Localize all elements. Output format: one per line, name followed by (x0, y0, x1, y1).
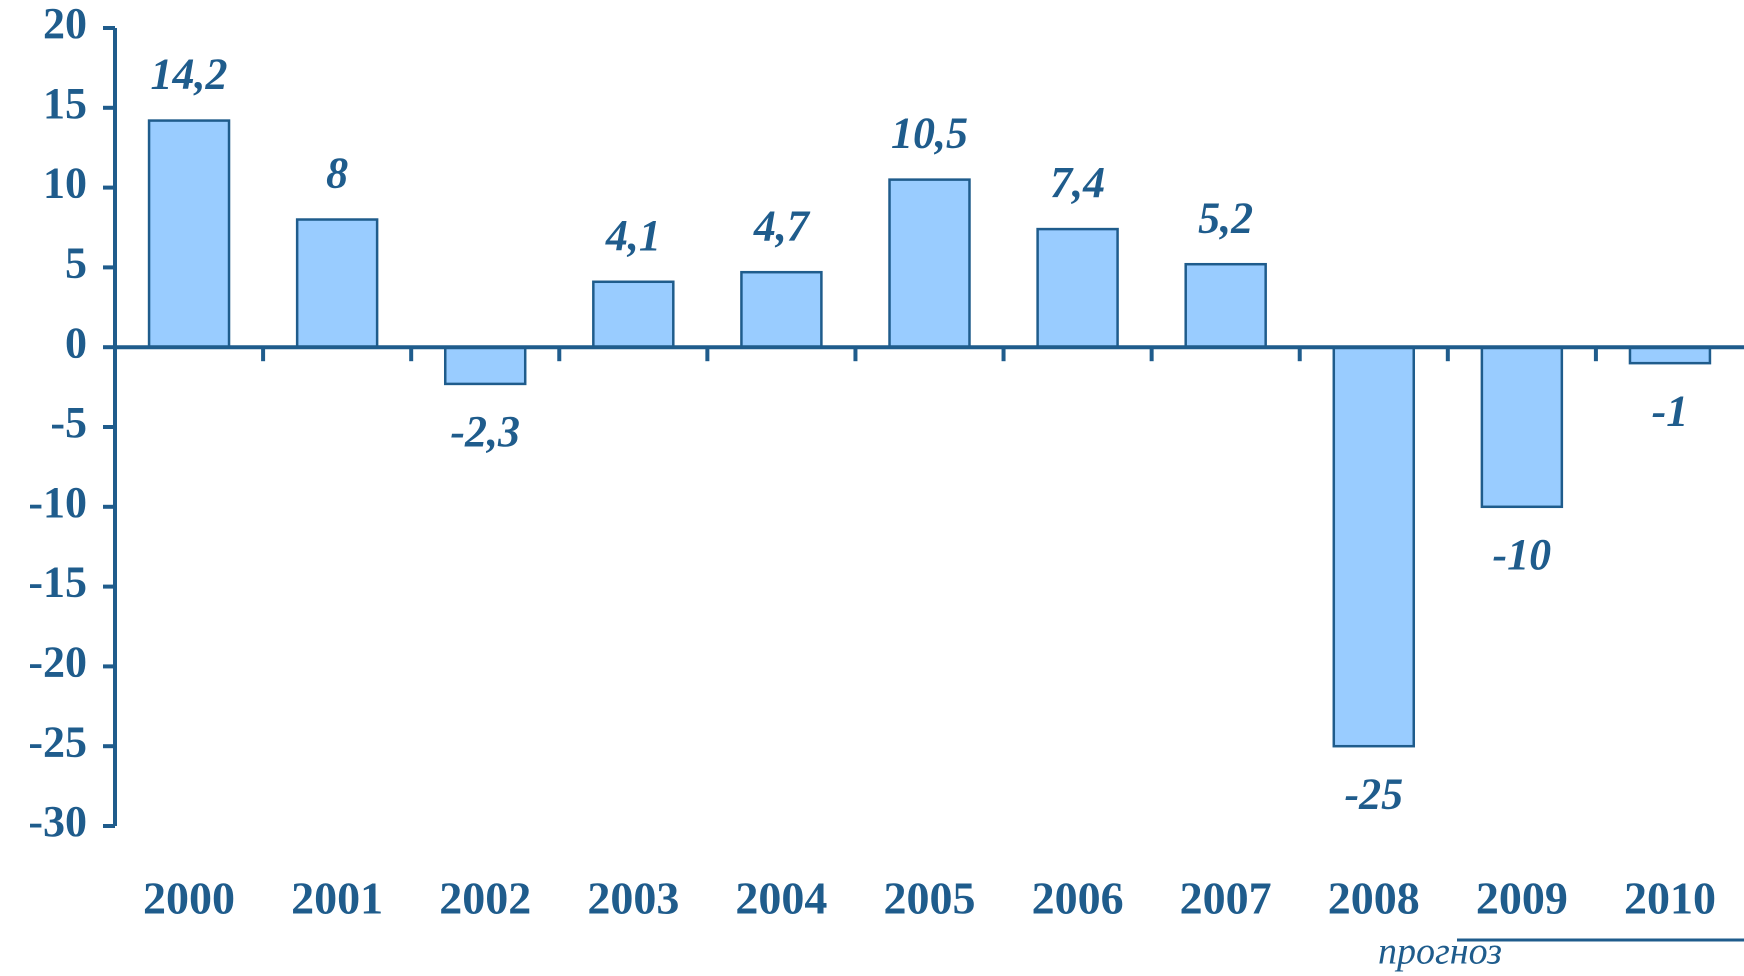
value-label: -1 (1652, 386, 1689, 435)
y-tick-label: 20 (43, 0, 87, 48)
x-tick-label: 2001 (291, 873, 383, 924)
value-label: 7,4 (1050, 158, 1105, 207)
bar (1036, 227, 1119, 349)
value-label: 4,7 (753, 201, 811, 250)
bar (147, 119, 231, 349)
value-label: 14,2 (151, 50, 228, 99)
value-label: -10 (1493, 530, 1552, 579)
y-tick-label: -25 (28, 717, 87, 766)
bar (888, 178, 971, 349)
x-tick-label: 2007 (1180, 873, 1272, 924)
x-tick-label: 2004 (735, 873, 827, 924)
x-tick-label: 2006 (1032, 873, 1124, 924)
y-tick-label: -5 (50, 398, 87, 447)
y-tick-label: 0 (65, 318, 87, 367)
bar (295, 218, 379, 349)
bar (1628, 345, 1712, 365)
value-label: -2,3 (450, 407, 520, 456)
y-tick-label: -15 (28, 558, 87, 607)
value-label: 5,2 (1198, 193, 1253, 242)
bar (592, 280, 675, 349)
bar (1480, 345, 1564, 509)
x-tick-label: 2009 (1476, 873, 1568, 924)
value-label: 10,5 (891, 109, 968, 158)
y-tick-label: 10 (43, 159, 87, 208)
y-tick-label: -30 (28, 797, 87, 846)
annotation: прогноз (1378, 931, 1502, 973)
x-tick-label: 2000 (143, 873, 235, 924)
value-label: -25 (1344, 769, 1403, 818)
bar (443, 345, 527, 386)
y-tick-label: 15 (43, 79, 87, 128)
bar (1332, 345, 1416, 748)
x-tick-label: 2010 (1624, 873, 1716, 924)
x-tick-label: 2003 (587, 873, 679, 924)
x-tick-label: 2002 (439, 873, 531, 924)
value-label: 8 (326, 149, 348, 198)
value-label: 4,1 (605, 211, 661, 260)
x-tick-label: 2005 (884, 873, 976, 924)
y-tick-label: -10 (28, 478, 87, 527)
bar (740, 270, 823, 349)
x-tick-label: 2008 (1328, 873, 1420, 924)
bar (1184, 262, 1267, 349)
y-tick-label: 5 (65, 238, 87, 287)
y-tick-label: -20 (28, 637, 87, 686)
